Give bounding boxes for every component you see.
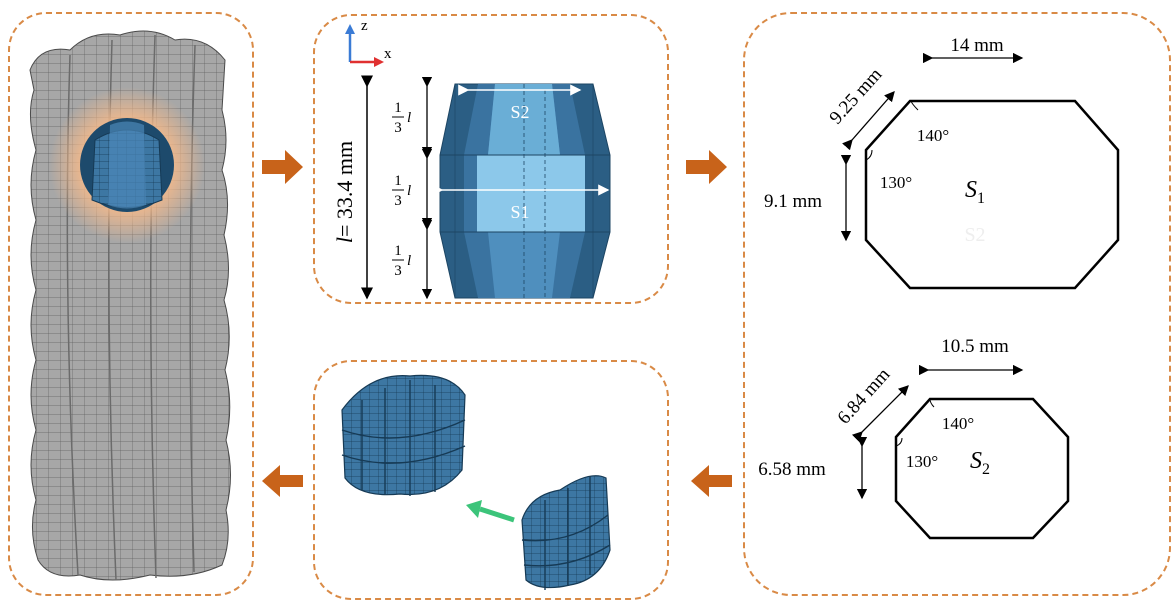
axis-x-label: x: [384, 46, 392, 62]
s1-top-width: 14 mm: [950, 35, 1004, 56]
third-top-num: 1: [394, 100, 402, 116]
third-mid-var: l: [407, 183, 411, 199]
third-bot-var: l: [407, 253, 411, 269]
assembly-block-small: [521, 475, 611, 590]
height-label: l= 33.4 mm: [332, 141, 357, 243]
green-assembly-arrow: [466, 500, 515, 523]
third-mid-den: 3: [394, 193, 402, 209]
third-bot-num: 1: [394, 243, 402, 259]
lattice-column: [29, 30, 231, 581]
s1-angle-top: 140°: [917, 126, 949, 145]
s2-angle-top: 140°: [942, 414, 974, 433]
section-s2: 10.5 mm 6.84 mm 6.58 mm 140° 130° S2: [758, 336, 1070, 540]
s2-top-width: 10.5 mm: [941, 336, 1009, 357]
axis-indicator: z x: [345, 18, 392, 67]
unit-cell-s1-label: S1: [510, 202, 529, 222]
s1-chamfer: 9.25 mm: [826, 64, 887, 128]
third-top-den: 3: [394, 120, 402, 136]
s1-side-height: 9.1 mm: [764, 191, 822, 212]
s2-chamfer: 6.84 mm: [834, 364, 895, 428]
axis-z-label: z: [361, 18, 368, 34]
third-dimensions: 1 3 l 1 3 l 1 3 l: [392, 76, 433, 300]
height-dimension: l= 33.4 mm: [332, 75, 373, 300]
arrow-left-2: [262, 465, 303, 497]
s1-name: S1: [965, 177, 985, 207]
assembly-block-large: [341, 374, 466, 496]
arrow-right-1: [262, 150, 303, 184]
unit-cell-model: S2 S1: [432, 83, 611, 299]
panel-lattice-column: [8, 12, 254, 596]
third-mid-num: 1: [394, 173, 402, 189]
arrow-right-2: [686, 150, 727, 184]
panel-cross-sections: [743, 12, 1171, 596]
s1-faint-label: S2: [964, 224, 985, 246]
third-top-var: l: [407, 110, 411, 126]
third-bot-den: 3: [394, 263, 402, 279]
process-arrows: [262, 150, 732, 497]
section-s1: 14 mm 9.25 mm 9.1 mm 140° 130° S1 S2: [764, 35, 1120, 290]
s2-side-height: 6.58 mm: [758, 459, 826, 480]
panel-assembly: [313, 360, 669, 600]
arrow-left-1: [691, 465, 732, 497]
panel-unit-cell: [313, 14, 669, 304]
s2-name: S2: [970, 448, 990, 478]
s2-angle-side: 130°: [906, 452, 938, 471]
s1-angle-side: 130°: [880, 173, 912, 192]
unit-cell-s2-label: S2: [510, 102, 529, 122]
